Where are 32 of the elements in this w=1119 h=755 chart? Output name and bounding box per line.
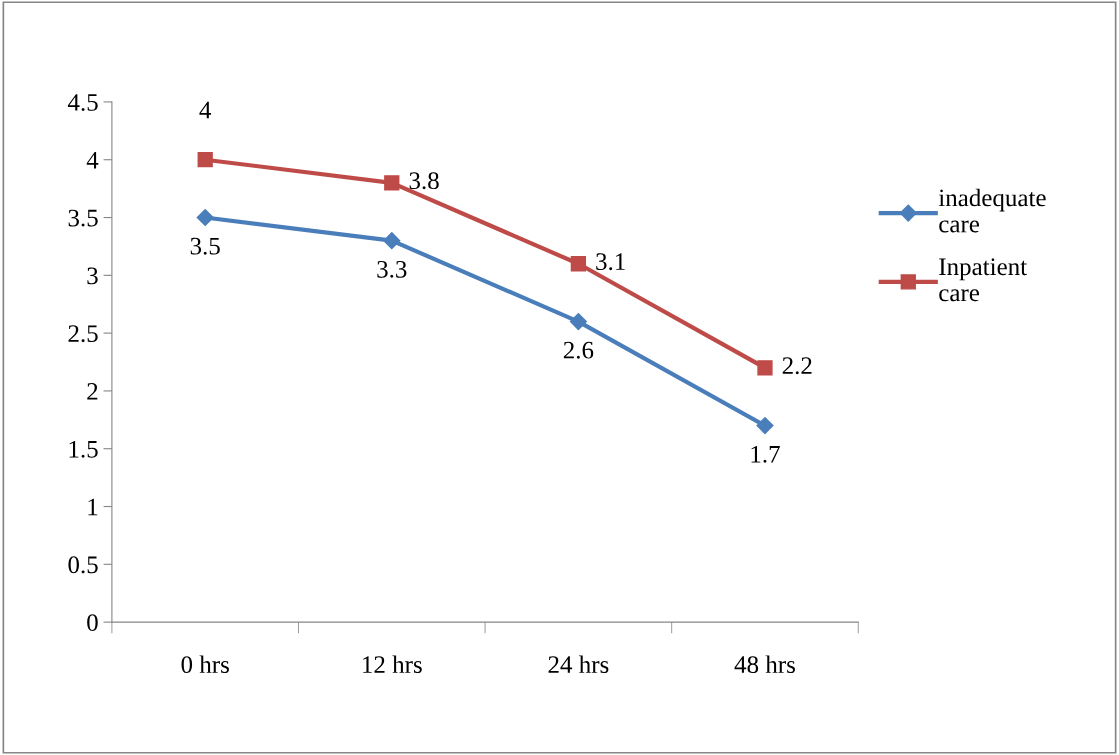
point [756,417,774,435]
point [383,232,401,250]
point [570,256,587,272]
x-tick-label: 0 hrs [181,655,229,674]
data-label: 1.7 [751,445,780,463]
legend-label: Inpatient care [939,258,1027,302]
legend-label: inadequate care [938,188,1046,233]
y-tick-label: 4 [86,151,99,169]
data-label: 4 [199,101,212,119]
y-tick-label: 0 [87,614,98,632]
x-tick-label: 12 hrs [363,655,422,674]
y-tick-label: 2 [87,383,98,400]
point [569,313,587,331]
point [384,175,400,191]
x-tick-label: 48 hrs [734,655,795,674]
point [197,152,213,168]
y-tick-label: 3 [87,267,98,285]
point [196,208,214,227]
x-tick-label: 24 hrs [548,655,609,674]
data-label: 2.2 [782,357,812,375]
data-label: 3.8 [409,172,439,190]
point [757,360,773,376]
y-tick-label: 4.5 [67,94,98,111]
y-tick-label: 3.5 [68,209,98,227]
y-tick-label: 1.5 [69,440,98,458]
data-label: 3.1 [596,253,625,271]
data-label: 3.3 [377,260,407,278]
data-label: 3.5 [190,237,220,255]
data-label: 2.6 [563,341,594,359]
y-tick-label: 1 [88,498,98,516]
y-tick-label: 0.5 [68,556,98,574]
y-tick-label: 2.5 [68,325,98,343]
